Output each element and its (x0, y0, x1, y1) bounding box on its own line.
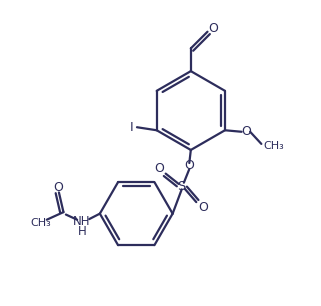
Text: S: S (178, 180, 186, 193)
Text: O: O (208, 22, 218, 35)
Text: O: O (154, 162, 164, 175)
Text: CH₃: CH₃ (30, 218, 51, 228)
Text: O: O (53, 181, 63, 194)
Text: H: H (78, 225, 87, 238)
Text: O: O (198, 201, 208, 214)
Text: I: I (129, 121, 133, 134)
Text: NH: NH (73, 215, 91, 228)
Text: O: O (184, 159, 194, 172)
Text: CH₃: CH₃ (264, 141, 284, 151)
Text: O: O (241, 125, 251, 138)
